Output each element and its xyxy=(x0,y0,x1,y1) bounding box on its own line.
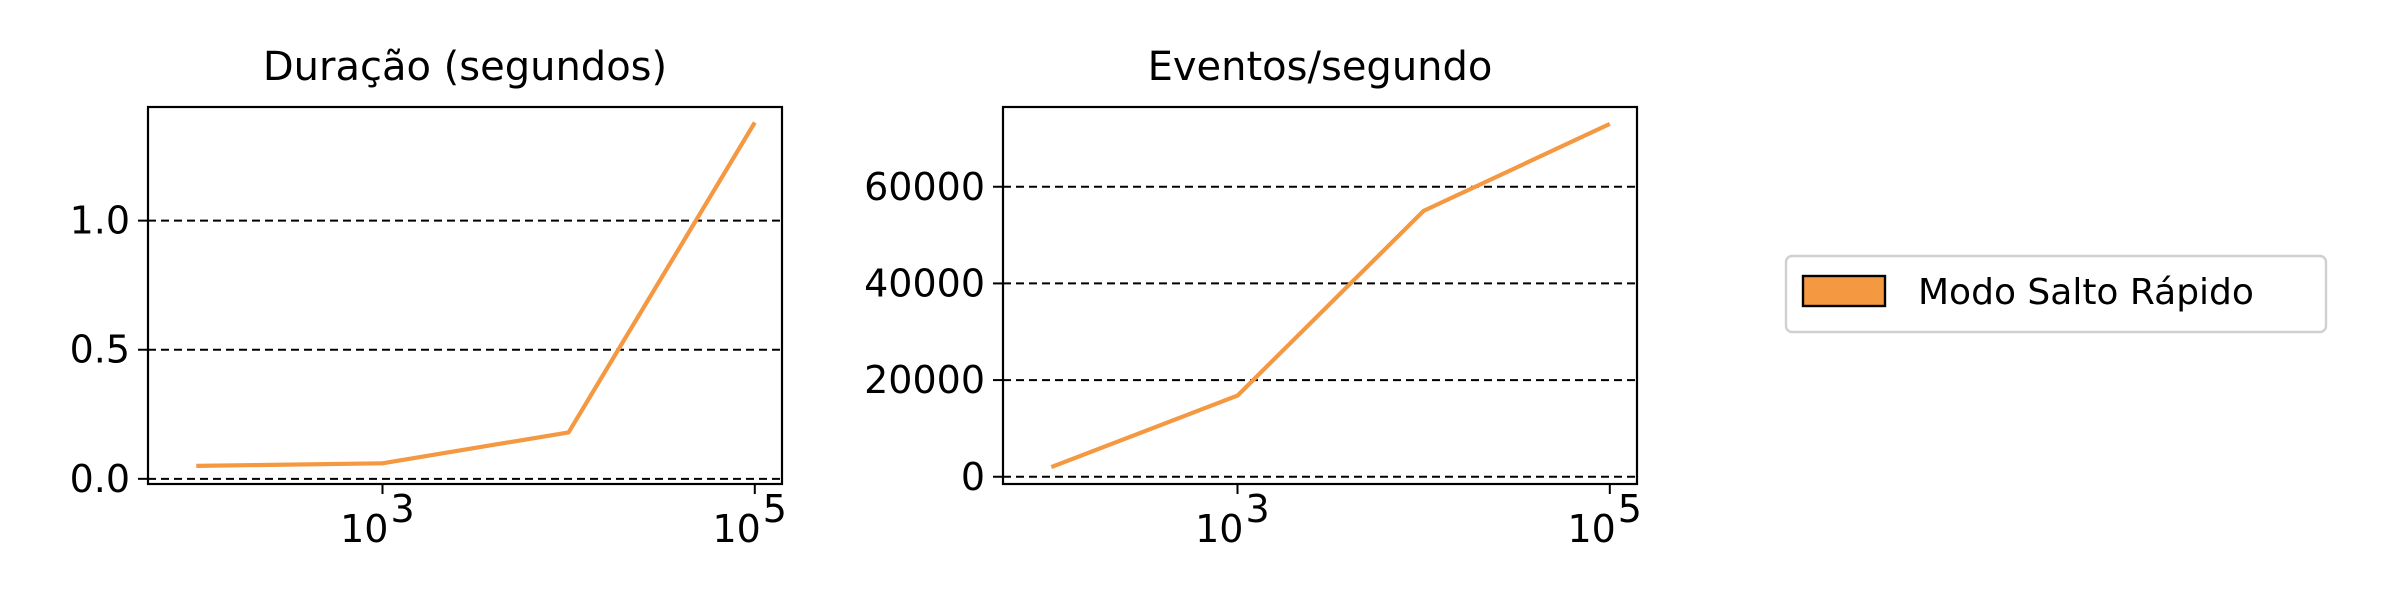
x-tick-label: 10 5 xyxy=(712,487,787,551)
legend-swatch xyxy=(1801,274,1887,308)
legend: Modo Salto Rápido xyxy=(1784,254,2328,334)
y-tick-label: 0.0 xyxy=(70,457,130,501)
x-tick-base: 10 xyxy=(1567,507,1615,551)
series-line-1 xyxy=(196,121,757,468)
x-tick-base: 10 xyxy=(1195,507,1243,551)
axes-frame xyxy=(146,105,784,486)
x-tick-exponent: 5 xyxy=(1618,487,1642,531)
x-tick-label: 10 3 xyxy=(1195,487,1270,551)
y-tick-label: 1.0 xyxy=(70,199,130,243)
legend-label: Modo Salto Rápido xyxy=(1918,272,2254,313)
x-tick-label: 10 5 xyxy=(1567,487,1642,551)
axes-frame xyxy=(1001,105,1639,486)
legend-box xyxy=(1784,254,2328,334)
y-tick-label: 40000 xyxy=(864,261,985,305)
chart-title: Eventos/segundo xyxy=(1148,44,1493,90)
x-tick-base: 10 xyxy=(712,507,760,551)
y-tick-label: 60000 xyxy=(864,165,985,209)
x-tick-base: 10 xyxy=(340,507,388,551)
y-tick-label: 0 xyxy=(961,455,985,499)
x-tick-label: 10 3 xyxy=(340,487,415,551)
x-tick-exponent: 3 xyxy=(1245,487,1269,531)
x-tick-exponent: 5 xyxy=(763,487,787,531)
y-tick-label: 0.5 xyxy=(70,328,130,372)
x-tick-exponent: 3 xyxy=(390,487,414,531)
chart-title: Duração (segundos) xyxy=(263,44,667,90)
series-line-1 xyxy=(1050,121,1611,470)
y-tick-label: 20000 xyxy=(864,358,985,402)
